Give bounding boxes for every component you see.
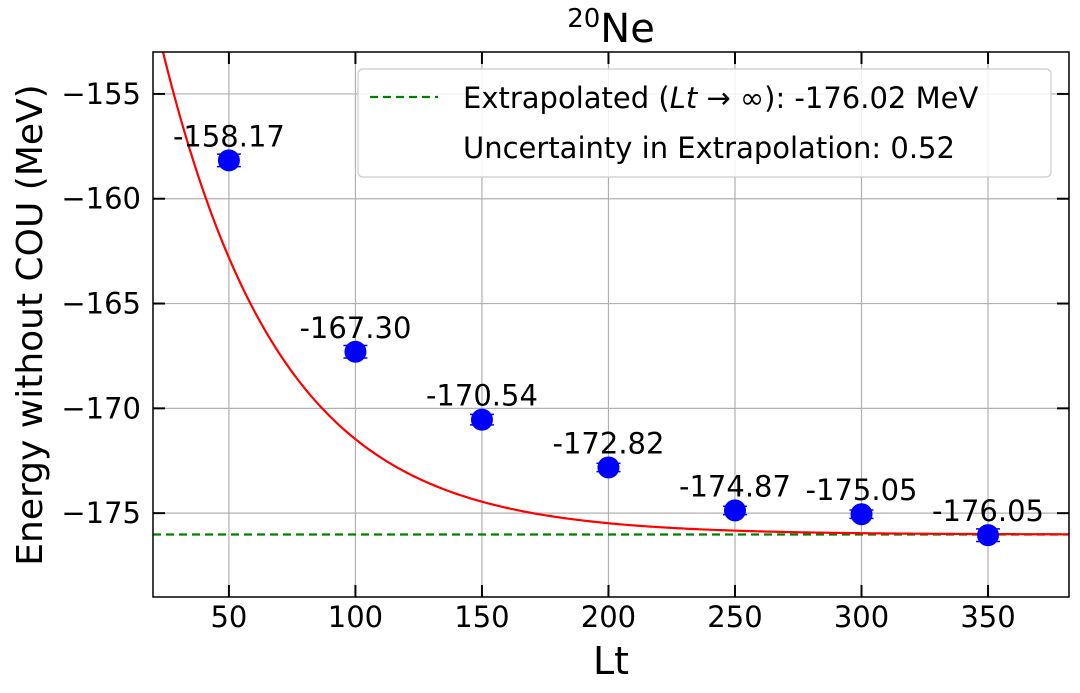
legend: Extrapolated (Lt → ∞): -176.02 MeV Uncer… [357, 68, 1052, 178]
chart-title: 20Ne [567, 4, 655, 52]
data-points [216, 149, 1001, 547]
fit-curve [161, 52, 1069, 536]
data-point [470, 408, 493, 431]
title-element: Ne [600, 6, 655, 52]
data-point [723, 499, 746, 522]
x-tick-label: 350 [960, 600, 1015, 634]
legend-extrapolated-suffix: ): -176.02 MeV [764, 81, 978, 115]
y-tick-label: −170 [61, 391, 141, 425]
legend-uncertainty-label: Uncertainty in Extrapolation: 0.52 [463, 131, 955, 165]
data-point [977, 524, 1000, 547]
x-tick-label: 100 [328, 600, 383, 634]
data-point [850, 503, 873, 526]
axis-ticks: 50 100 150 200 250 300 350 −155 −160 −165 −170 −175 [61, 52, 1069, 634]
x-tick-label: 300 [834, 600, 889, 634]
y-tick-label: −165 [61, 287, 141, 321]
plot-frame [152, 51, 1070, 598]
title-superscript: 20 [567, 4, 600, 34]
point-value-label: -170.54 [426, 379, 538, 413]
point-value-label: -172.82 [553, 426, 665, 460]
y-tick-label: −155 [61, 77, 141, 111]
y-tick-label: −175 [61, 496, 141, 530]
x-axis-label: Lt [593, 639, 629, 683]
legend-extrapolated-label: Extrapolated (Lt → ∞): -176.02 MeV [463, 81, 978, 115]
data-point [344, 340, 367, 363]
legend-extrapolated-var: Lt [670, 81, 699, 115]
point-value-label: -174.87 [679, 469, 791, 503]
y-axis-label: Energy without COU (MeV) [10, 84, 51, 565]
x-tick-label: 250 [707, 600, 762, 634]
legend-extrapolated-prefix: Extrapolated ( [463, 81, 670, 115]
data-point [597, 456, 620, 479]
point-value-label: -176.05 [932, 494, 1044, 528]
legend-box [357, 68, 1052, 178]
data-point [217, 149, 240, 172]
legend-extrapolated-arrow: → ∞ [697, 81, 764, 115]
point-labels: -158.17 -167.30 -170.54 -172.82 -174.87 -175.… [173, 119, 1044, 528]
x-tick-label: 150 [454, 600, 509, 634]
x-tick-label: 50 [210, 600, 247, 634]
y-tick-label: −160 [61, 182, 141, 216]
point-value-label: -167.30 [299, 311, 411, 345]
point-value-label: -175.05 [806, 473, 918, 507]
point-value-label: -158.17 [173, 119, 285, 153]
x-tick-label: 200 [581, 600, 636, 634]
